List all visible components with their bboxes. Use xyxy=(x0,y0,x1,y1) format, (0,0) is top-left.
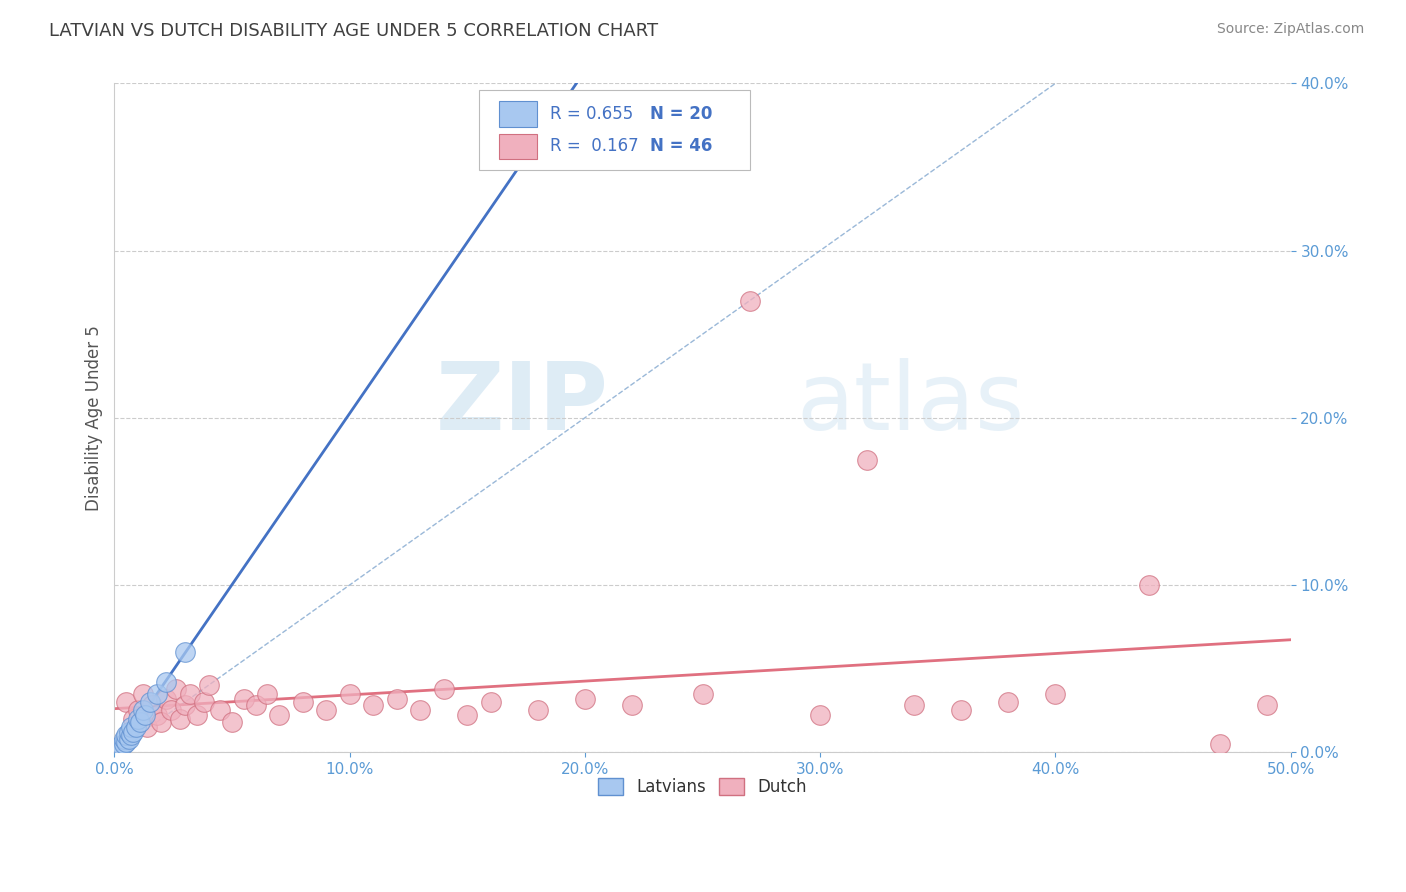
Point xyxy=(950,703,973,717)
Point xyxy=(122,712,145,726)
Point xyxy=(808,708,831,723)
Point xyxy=(117,725,139,739)
Point xyxy=(174,698,197,713)
Text: R = 0.655: R = 0.655 xyxy=(550,105,633,123)
Point xyxy=(134,708,156,723)
Text: ZIP: ZIP xyxy=(436,359,609,450)
Bar xyxy=(499,134,537,159)
Point xyxy=(1209,737,1232,751)
Point xyxy=(155,675,177,690)
Point xyxy=(209,703,232,717)
Text: Source: ZipAtlas.com: Source: ZipAtlas.com xyxy=(1216,22,1364,37)
Text: R =  0.167: R = 0.167 xyxy=(550,137,638,155)
Text: N = 46: N = 46 xyxy=(650,137,711,155)
Point xyxy=(131,687,153,701)
Point xyxy=(110,739,132,753)
Point xyxy=(433,681,456,696)
Point xyxy=(221,714,243,729)
FancyBboxPatch shape xyxy=(479,90,749,170)
Legend: Latvians, Dutch: Latvians, Dutch xyxy=(589,769,815,804)
Point xyxy=(339,687,361,701)
Point xyxy=(256,687,278,701)
Point xyxy=(409,703,432,717)
Point xyxy=(129,714,152,729)
Point xyxy=(131,703,153,717)
Point xyxy=(1045,687,1067,701)
Point xyxy=(997,695,1019,709)
Text: N = 20: N = 20 xyxy=(650,105,711,123)
Point xyxy=(108,740,131,755)
Point xyxy=(115,695,138,709)
Point xyxy=(174,645,197,659)
Point xyxy=(120,720,142,734)
Point xyxy=(620,698,643,713)
Point xyxy=(856,452,879,467)
Point xyxy=(145,708,167,723)
Point xyxy=(145,687,167,701)
Point xyxy=(169,712,191,726)
Point xyxy=(120,728,142,742)
Point xyxy=(186,708,208,723)
Point xyxy=(574,691,596,706)
Point xyxy=(193,695,215,709)
Text: LATVIAN VS DUTCH DISABILITY AGE UNDER 5 CORRELATION CHART: LATVIAN VS DUTCH DISABILITY AGE UNDER 5 … xyxy=(49,22,658,40)
Point xyxy=(361,698,384,713)
Point xyxy=(155,691,177,706)
Text: atlas: atlas xyxy=(797,359,1025,450)
Point xyxy=(165,681,187,696)
Point xyxy=(903,698,925,713)
Point xyxy=(179,687,201,701)
Point xyxy=(112,731,135,746)
Point xyxy=(232,691,254,706)
Point xyxy=(1256,698,1278,713)
Point xyxy=(141,698,163,713)
Point xyxy=(315,703,337,717)
Point xyxy=(127,712,149,726)
Bar xyxy=(499,102,537,127)
Point xyxy=(124,720,146,734)
Point xyxy=(291,695,314,709)
Point xyxy=(150,714,173,729)
Point xyxy=(456,708,478,723)
Point xyxy=(385,691,408,706)
Point xyxy=(479,695,502,709)
Point xyxy=(115,735,138,749)
Point xyxy=(127,703,149,717)
Point xyxy=(115,728,138,742)
Y-axis label: Disability Age Under 5: Disability Age Under 5 xyxy=(86,325,103,511)
Point xyxy=(197,678,219,692)
Point xyxy=(1139,578,1161,592)
Point xyxy=(112,737,135,751)
Point xyxy=(692,687,714,701)
Point xyxy=(122,725,145,739)
Point xyxy=(738,293,761,308)
Point xyxy=(160,703,183,717)
Point xyxy=(136,720,159,734)
Point xyxy=(267,708,290,723)
Point xyxy=(245,698,267,713)
Point xyxy=(117,731,139,746)
Point xyxy=(138,695,160,709)
Point xyxy=(527,703,550,717)
